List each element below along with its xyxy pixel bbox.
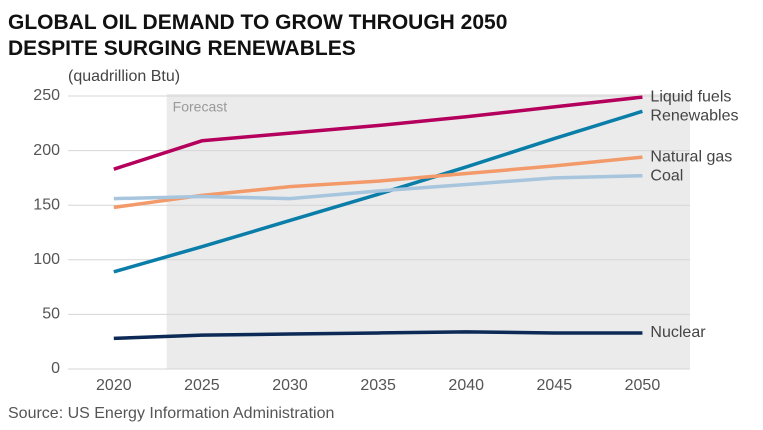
source: Source: US Energy Information Administra…: [8, 405, 334, 422]
x-tick-label: 2025: [184, 377, 220, 394]
x-tick-label: 2030: [272, 377, 308, 394]
y-tick-label: 100: [33, 251, 60, 268]
series-label: Coal: [650, 167, 683, 184]
y-axis-label: (quadrillion Btu): [68, 68, 180, 85]
forecast-region: [166, 94, 691, 369]
data-line: [113, 173, 643, 201]
y-tick-label: 0: [51, 360, 60, 377]
chart-title: DESPITE SURGING RENEWABLES: [8, 37, 356, 60]
forecast-label: Forecast: [173, 99, 228, 115]
x-tick-label: 2050: [625, 377, 661, 394]
data-line: [113, 95, 643, 171]
chart-title: GLOBAL OIL DEMAND TO GROW THROUGH 2050: [8, 11, 507, 34]
x-tick-label: 2045: [537, 377, 573, 394]
y-tick-label: 150: [33, 196, 60, 213]
x-tick-label: 2040: [448, 377, 484, 394]
series-label: Liquid fuels: [650, 88, 731, 105]
series-label: Renewables: [650, 107, 738, 124]
y-tick-label: 200: [33, 142, 60, 159]
y-tick-label: 50: [42, 306, 60, 323]
series-label: Nuclear: [650, 324, 706, 341]
series-label: Natural gas: [650, 148, 732, 165]
y-tick-label: 250: [33, 87, 60, 104]
x-tick-label: 2020: [96, 377, 132, 394]
data-line: [113, 330, 643, 341]
x-tick-label: 2035: [360, 377, 396, 394]
data-line: [113, 109, 643, 274]
